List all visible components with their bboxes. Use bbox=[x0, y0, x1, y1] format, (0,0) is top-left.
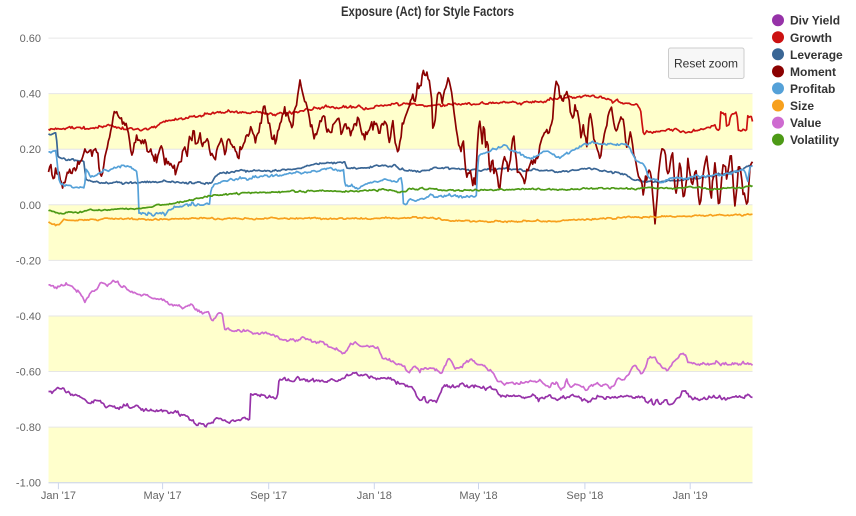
svg-text:0.60: 0.60 bbox=[20, 33, 41, 45]
svg-text:-0.60: -0.60 bbox=[16, 367, 41, 379]
svg-text:May '17: May '17 bbox=[144, 490, 182, 502]
svg-text:Size: Size bbox=[790, 99, 814, 113]
svg-text:Sep '18: Sep '18 bbox=[566, 490, 603, 502]
svg-text:-0.20: -0.20 bbox=[16, 255, 41, 267]
svg-text:Jan '18: Jan '18 bbox=[357, 490, 392, 502]
svg-text:0.00: 0.00 bbox=[20, 200, 41, 212]
svg-text:Jan '17: Jan '17 bbox=[41, 490, 76, 502]
svg-text:May '18: May '18 bbox=[459, 490, 497, 502]
svg-text:-0.80: -0.80 bbox=[16, 422, 41, 434]
svg-text:Reset zoom: Reset zoom bbox=[674, 57, 738, 71]
svg-text:Profitab: Profitab bbox=[790, 82, 835, 96]
svg-text:Value: Value bbox=[790, 116, 822, 130]
svg-text:Div Yield: Div Yield bbox=[790, 14, 840, 28]
svg-text:-0.40: -0.40 bbox=[16, 311, 41, 323]
svg-text:0.20: 0.20 bbox=[20, 144, 41, 156]
svg-text:Growth: Growth bbox=[790, 31, 832, 45]
svg-text:Exposure (Act) for Style Facto: Exposure (Act) for Style Factors bbox=[341, 4, 514, 19]
svg-text:0.40: 0.40 bbox=[20, 89, 41, 101]
svg-text:Jan '19: Jan '19 bbox=[673, 490, 708, 502]
svg-text:-1.00: -1.00 bbox=[16, 478, 41, 490]
svg-text:Moment: Moment bbox=[790, 65, 836, 79]
svg-text:Sep '17: Sep '17 bbox=[250, 490, 287, 502]
svg-text:Leverage: Leverage bbox=[790, 48, 843, 62]
svg-text:Volatility: Volatility bbox=[790, 133, 839, 147]
